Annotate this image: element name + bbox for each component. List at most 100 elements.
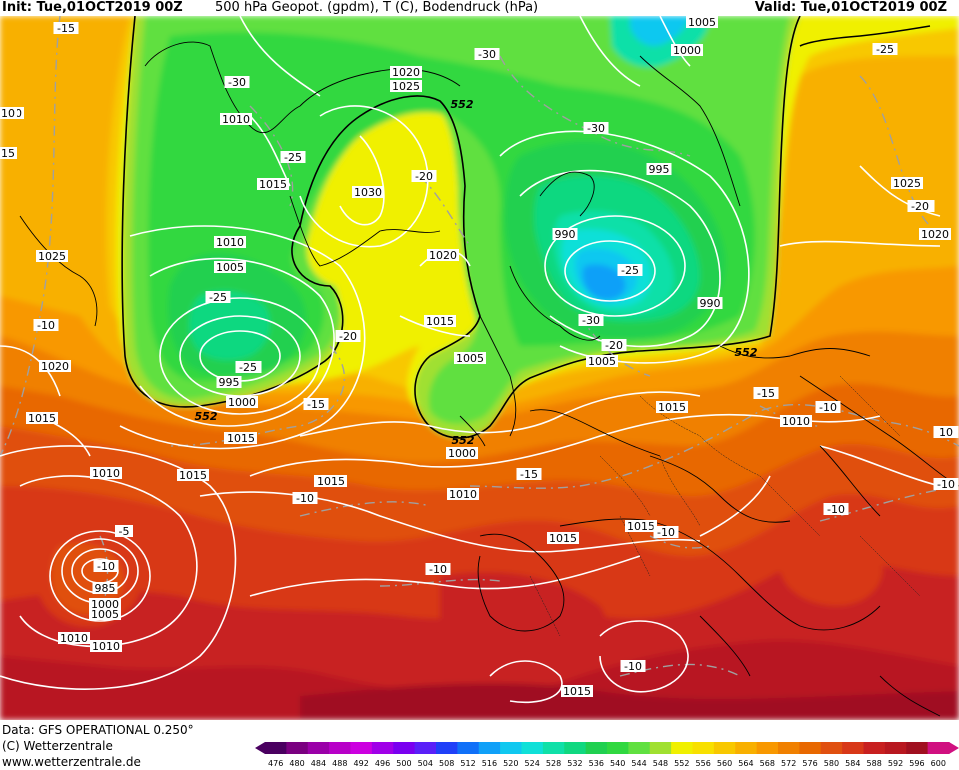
- copyright: (C) Wetterzentrale: [2, 739, 113, 753]
- isobars-label: 1005: [89, 608, 121, 621]
- svg-text:-25: -25: [239, 361, 257, 374]
- isobars-label: 1015: [561, 685, 593, 698]
- svg-text:1015: 1015: [317, 475, 345, 488]
- isobars-label: 1020: [427, 249, 459, 262]
- isotherms-label: -10: [933, 478, 959, 491]
- isotherms-label: -10: [33, 319, 59, 332]
- legend-swatch: [329, 742, 351, 754]
- isobars-label: 1020: [390, 66, 422, 79]
- svg-text:1010: 1010: [92, 640, 120, 653]
- isotherms-label: -30: [224, 76, 250, 89]
- isobars-label: 1000: [226, 396, 258, 409]
- fill-iberia-warm: [440, 572, 607, 672]
- legend-tick-label: 504: [418, 759, 433, 768]
- legend-swatch: [927, 742, 950, 754]
- legend-swatch: [607, 742, 629, 754]
- svg-text:1020: 1020: [921, 228, 949, 241]
- legend-swatch: [542, 742, 565, 754]
- svg-text:-20: -20: [605, 339, 623, 352]
- isotherms-label: -15: [53, 22, 79, 35]
- svg-text:985: 985: [95, 582, 116, 595]
- isotherms-label: -15: [516, 468, 542, 481]
- svg-text:-15: -15: [307, 398, 325, 411]
- svg-text:-15: -15: [520, 468, 538, 481]
- legend-tick-label: 552: [674, 759, 689, 768]
- svg-text:-30: -30: [478, 48, 496, 61]
- legend-tick-label: 564: [738, 759, 753, 768]
- svg-text:-10: -10: [819, 401, 837, 414]
- legend-swatch: [371, 742, 394, 754]
- map-header: Init: Tue,01OCT2019 00Z 500 hPa Geopot. …: [0, 0, 959, 16]
- svg-text:1005: 1005: [688, 16, 716, 29]
- legend-tick-label: 548: [653, 759, 668, 768]
- legend-swatch: [585, 742, 608, 754]
- legend-tick-label: 588: [867, 759, 882, 768]
- svg-text:1010: 1010: [222, 113, 250, 126]
- isobars-label: 1015: [257, 178, 289, 191]
- svg-text:-25: -25: [876, 43, 894, 56]
- svg-text:1020: 1020: [392, 66, 420, 79]
- legend-tick-label: 512: [460, 759, 475, 768]
- svg-text:1015: 1015: [179, 469, 207, 482]
- isotherms-label: -10: [292, 492, 318, 505]
- legend-arrow-right: [949, 742, 959, 754]
- legend-swatch: [521, 742, 544, 754]
- svg-text:1025: 1025: [38, 250, 66, 263]
- geopotential-label: 552: [195, 410, 218, 423]
- map-title: 500 hPa Geopot. (gpdm), T (C), Bodendruc…: [215, 0, 539, 15]
- svg-text:-25: -25: [621, 264, 639, 277]
- isotherms-label: -20: [601, 339, 627, 352]
- svg-text:1010: 1010: [216, 236, 244, 249]
- isobars-label: 1005: [586, 355, 618, 368]
- svg-text:1000: 1000: [91, 598, 119, 611]
- svg-text:-20: -20: [415, 170, 433, 183]
- svg-text:-30: -30: [582, 314, 600, 327]
- legend-tick-label: 572: [781, 759, 796, 768]
- svg-text:552: 552: [195, 410, 218, 423]
- svg-text:1025: 1025: [392, 80, 420, 93]
- isotherms-label: -10: [425, 563, 451, 576]
- legend-tick-label: 476: [268, 759, 283, 768]
- isobars-label: 1015: [625, 520, 657, 533]
- svg-text:1015: 1015: [549, 532, 577, 545]
- edge_partial-label: 15: [0, 147, 17, 160]
- svg-text:-10: -10: [937, 478, 955, 491]
- fill-north-africa: [300, 683, 959, 720]
- country-borders: [529, 375, 921, 637]
- legend-tick-label: 484: [311, 759, 326, 768]
- legend-tick-label: 524: [525, 759, 540, 768]
- svg-text:1010: 1010: [782, 415, 810, 428]
- isotherms-label: -25: [872, 43, 898, 56]
- init-time: Init: Tue,01OCT2019 00Z: [2, 0, 183, 15]
- svg-text:1005: 1005: [456, 352, 484, 365]
- isotherm-lines: [0, 16, 959, 677]
- legend-tick-label: 576: [802, 759, 817, 768]
- legend-tick-label: 536: [589, 759, 604, 768]
- weather-map: 5525525525525521005100010201025101010151…: [0, 16, 959, 720]
- legend-swatch: [393, 742, 416, 754]
- svg-text:-25: -25: [209, 291, 227, 304]
- legend-tick-label: 492: [354, 759, 369, 768]
- svg-text:552: 552: [452, 434, 475, 447]
- isotherms-label: -10: [823, 503, 849, 516]
- svg-text:-15: -15: [757, 387, 775, 400]
- isotherms-label: -30: [583, 122, 609, 135]
- isotherms-label: -25: [205, 291, 231, 304]
- isobars-label: 1015: [26, 412, 58, 425]
- legend-swatch: [735, 742, 758, 754]
- isobars-label: 1015: [656, 401, 688, 414]
- isobars-label: 1015: [315, 475, 347, 488]
- svg-text:-30: -30: [587, 122, 605, 135]
- legend-swatch: [884, 742, 907, 754]
- isobars-label: 1025: [891, 177, 923, 190]
- isobars-label: 1010: [780, 415, 812, 428]
- isobars-label: 1015: [424, 315, 456, 328]
- contour-labels: 5525525525525521005100010201025101010151…: [0, 16, 959, 698]
- svg-text:1015: 1015: [259, 178, 287, 191]
- svg-text:990: 990: [555, 228, 576, 241]
- svg-text:-10: -10: [624, 660, 642, 673]
- geopotential-label: 552: [451, 98, 474, 111]
- legend-tick-label: 600: [931, 759, 946, 768]
- legend-tick-label: 532: [567, 759, 582, 768]
- isotherms-label: -25: [617, 264, 643, 277]
